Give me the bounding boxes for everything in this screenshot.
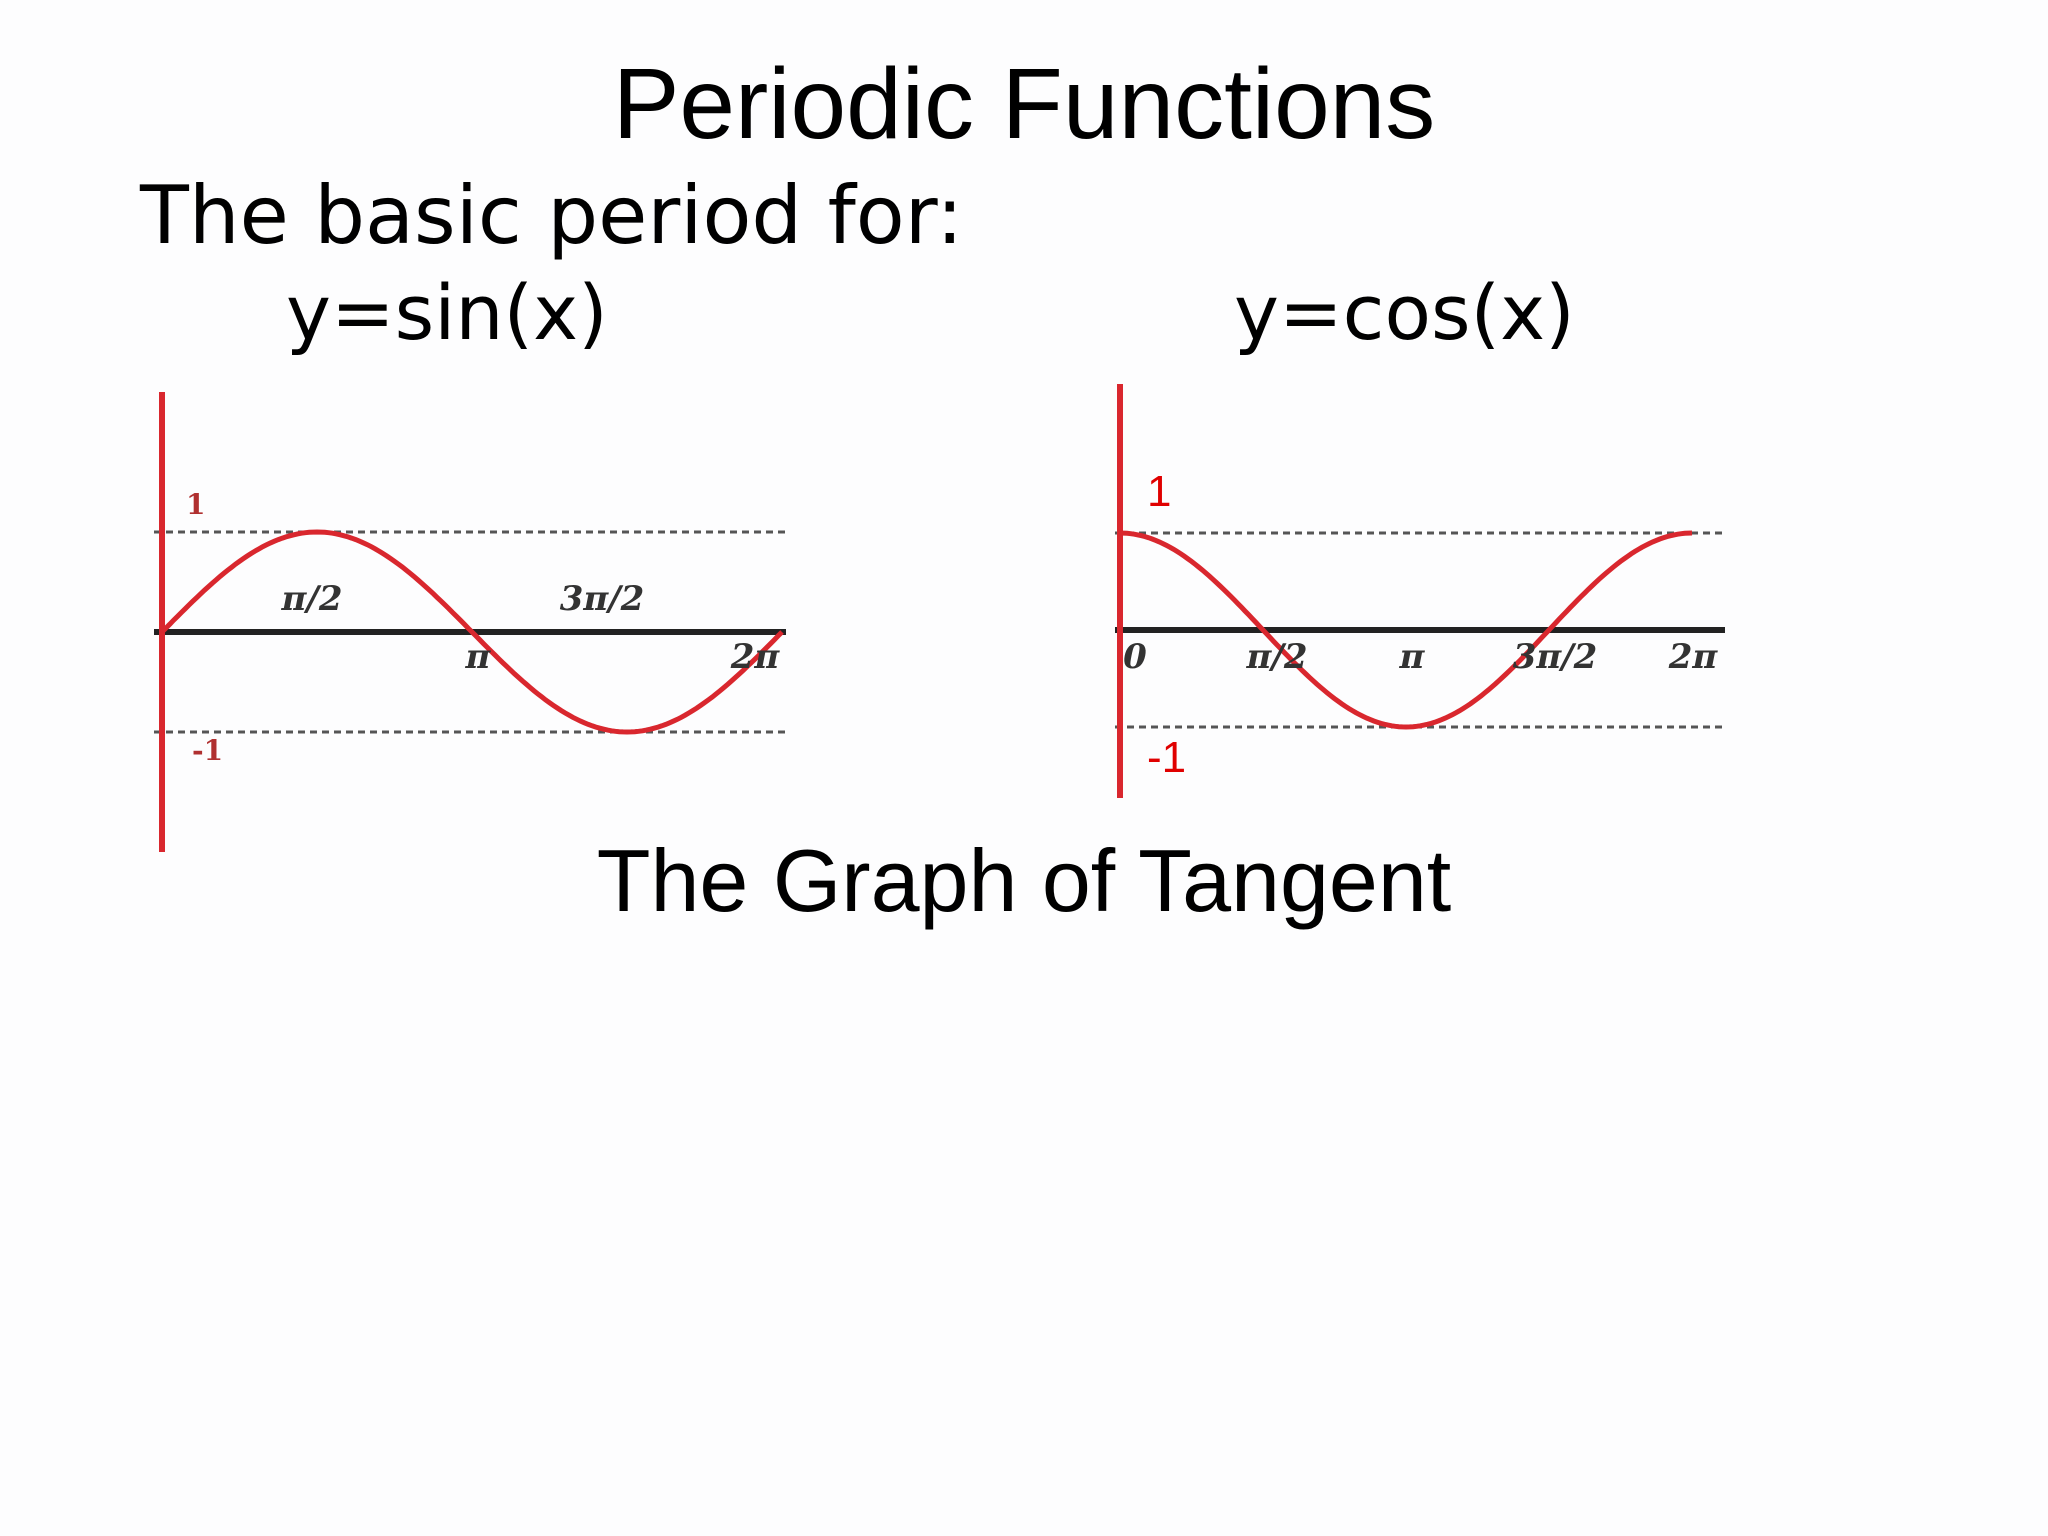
section-title: The Graph of Tangent	[596, 831, 1452, 930]
subtitle: The basic period for:	[140, 169, 964, 262]
sin-graph: π/2 π 3π/2 2π 1 -1	[154, 392, 786, 852]
x-tick-label: 3π/2	[1513, 637, 1598, 677]
sin-function-label: y=sin(x)	[286, 268, 608, 357]
slide-title: Periodic Functions	[612, 48, 1436, 160]
y-tick-label: 1	[1147, 467, 1171, 516]
x-tick-label: 3π/2	[560, 579, 645, 619]
x-tick-label: 2π	[1668, 637, 1719, 677]
y-tick-label: -1	[192, 734, 223, 767]
x-tick-label: 2π	[730, 637, 781, 677]
x-tick-label: 0	[1123, 637, 1147, 677]
y-tick-label: -1	[1147, 733, 1186, 782]
x-tick-label: π/2	[281, 579, 343, 619]
y-tick-label: 1	[186, 488, 205, 521]
x-tick-label: π	[1399, 637, 1426, 677]
cos-function-label: y=cos(x)	[1234, 268, 1575, 357]
x-tick-label: π	[465, 637, 492, 677]
x-tick-label: π/2	[1246, 637, 1308, 677]
cos-graph: 0 π/2 π 3π/2 2π 1 -1	[1115, 384, 1725, 798]
